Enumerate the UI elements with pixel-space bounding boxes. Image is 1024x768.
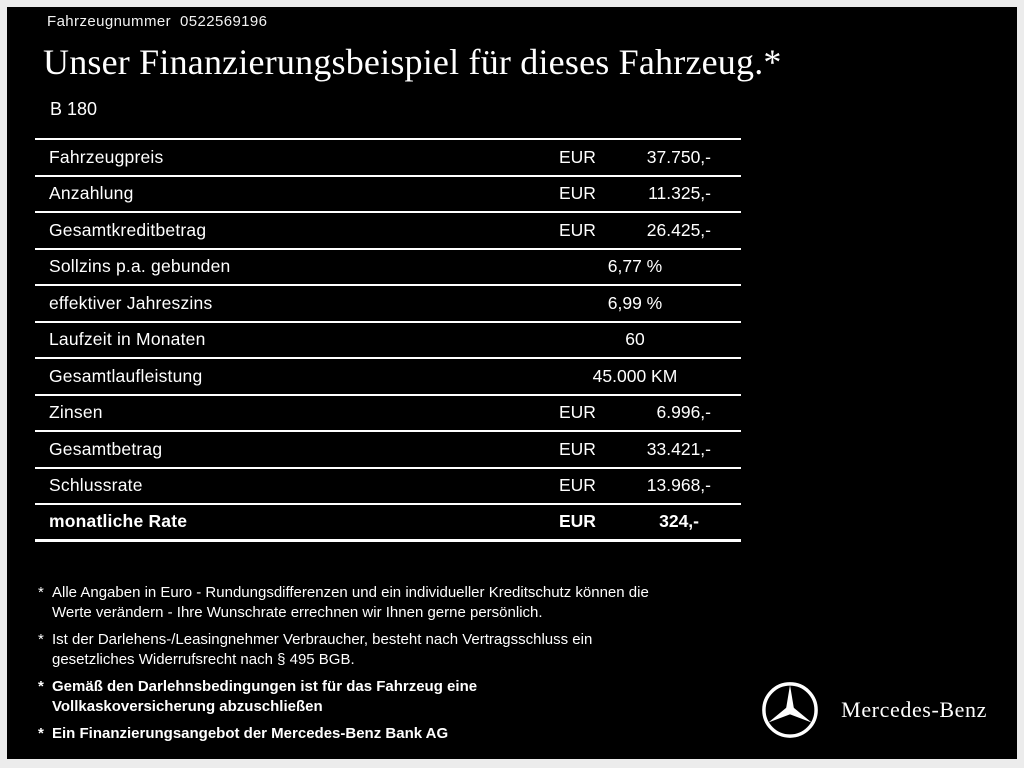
footnotes: * Alle Angaben in Euro - Rundungsdiffere… <box>38 583 649 751</box>
row-label: Zinsen <box>49 402 103 423</box>
currency-label: EUR <box>559 183 596 204</box>
footnote-line: Werte verändern - Ihre Wunschrate errech… <box>52 604 543 621</box>
vehicle-number: Fahrzeugnummer 0522569196 <box>47 13 267 30</box>
footnote-rounding: * Alle Angaben in Euro - Rundungsdiffere… <box>38 583 649 623</box>
table-row: Gesamtkreditbetrag EUR 26.425,- <box>35 213 741 250</box>
table-row: Gesamtlaufleistung 45.000 KM <box>35 359 741 396</box>
footnote-marker: * <box>38 678 44 695</box>
footnote-line: gesetzliches Widerrufsrecht nach § 495 B… <box>52 651 355 668</box>
row-value: 60 <box>625 329 645 350</box>
table-row: Zinsen EUR 6.996,- <box>35 396 741 432</box>
row-value: 6,99 % <box>607 292 663 313</box>
vehicle-model: B 180 <box>50 99 98 119</box>
vehicle-number-label: Fahrzeugnummer <box>47 13 171 30</box>
currency-label: EUR <box>559 475 596 496</box>
footnote-line: Vollkaskoversicherung abzuschließen <box>52 698 323 715</box>
row-label: Gesamtlaufleistung <box>49 365 203 386</box>
row-label: Sollzins p.a. gebunden <box>49 256 231 277</box>
page-title: Unser Finanzierungsbeispiel für dieses F… <box>43 42 782 82</box>
footnote-marker: * <box>38 584 44 601</box>
table-row: effektiver Jahreszins 6,99 % <box>35 286 741 323</box>
row-value: 13.968,- <box>646 475 711 496</box>
mercedes-star-icon <box>761 681 819 739</box>
table-row-monthly-rate: monatliche Rate EUR 324,- <box>35 505 741 542</box>
row-value: 33.421,- <box>646 438 711 459</box>
currency-label: EUR <box>559 438 596 459</box>
vehicle-number-value: 0522569196 <box>179 13 268 30</box>
row-label: Fahrzeugpreis <box>49 146 164 167</box>
brand-name: Mercedes-Benz <box>841 697 987 722</box>
row-value: 45.000 KM <box>592 365 678 386</box>
financing-page: Fahrzeugnummer 0522569196 Unser Finanzier… <box>7 7 1017 759</box>
footnote-bank-offer: * Ein Finanzierungsangebot der Mercedes-… <box>38 724 649 744</box>
table-row: Laufzeit in Monaten 60 <box>35 323 741 359</box>
table-row: Sollzins p.a. gebunden 6,77 % <box>35 250 741 286</box>
row-label: monatliche Rate <box>49 511 188 532</box>
table-row: Schlussrate EUR 13.968,- <box>35 469 741 505</box>
footnote-line: Alle Angaben in Euro - Rundungsdifferenz… <box>52 584 649 601</box>
row-value: 37.750,- <box>646 146 711 167</box>
row-label: Schlussrate <box>49 475 143 496</box>
footnote-line: Ist der Darlehens-/Leasingnehmer Verbrau… <box>52 631 593 648</box>
currency-label: EUR <box>559 146 596 167</box>
footnote-line: Ein Finanzierungsangebot der Mercedes-Be… <box>52 725 449 742</box>
brand-block: Mercedes-Benz <box>761 681 987 739</box>
financing-table: Fahrzeugpreis EUR 37.750,- Anzahlung EUR 1… <box>35 138 741 542</box>
footnote-line: Gemäß den Darlehnsbedingungen ist für da… <box>52 678 478 695</box>
row-label: Anzahlung <box>49 183 134 204</box>
table-row: Fahrzeugpreis EUR 37.750,- <box>35 140 741 177</box>
footnote-withdrawal-right: * Ist der Darlehens-/Leasingnehmer Verbr… <box>38 630 649 670</box>
footnote-marker: * <box>38 631 44 648</box>
row-label: effektiver Jahreszins <box>49 292 213 313</box>
currency-label: EUR <box>559 511 596 532</box>
row-value: 6,77 % <box>607 256 663 277</box>
row-value: 11.325,- <box>648 183 711 204</box>
currency-label: EUR <box>559 402 596 423</box>
table-row: Gesamtbetrag EUR 33.421,- <box>35 432 741 469</box>
row-value: 26.425,- <box>646 219 711 240</box>
footnote-marker: * <box>38 725 44 742</box>
currency-label: EUR <box>559 219 596 240</box>
row-label: Gesamtbetrag <box>49 438 163 459</box>
table-row: Anzahlung EUR 11.325,- <box>35 177 741 213</box>
row-label: Gesamtkreditbetrag <box>49 219 207 240</box>
row-label: Laufzeit in Monaten <box>49 329 206 350</box>
row-value: 6.996,- <box>656 402 711 423</box>
footnote-insurance: * Gemäß den Darlehnsbedingungen ist für … <box>38 677 649 717</box>
row-value: 324,- <box>659 511 699 532</box>
